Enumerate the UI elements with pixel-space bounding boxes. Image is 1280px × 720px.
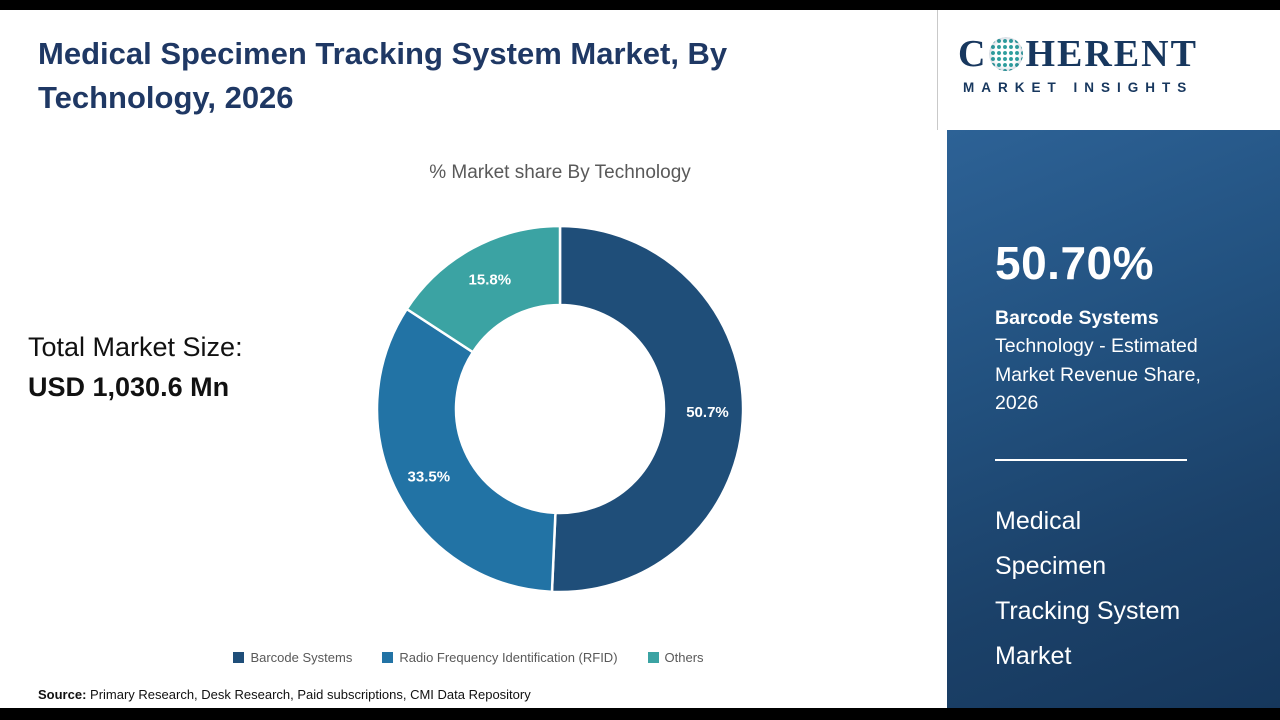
source-note: Source: Primary Research, Desk Research,… [38,687,531,702]
main-chart-area: Medical Specimen Tracking System Market,… [0,10,937,708]
legend-label: Radio Frequency Identification (RFID) [399,650,618,665]
legend-item: Radio Frequency Identification (RFID) [382,650,618,665]
donut-chart: 50.7% 33.5% 15.8% [375,224,745,594]
donut-segment [375,307,557,594]
highlight-description: Barcode Systems Technology - Estimated Ma… [995,304,1230,417]
brand-letter-c: C [958,33,988,75]
legend-swatch [233,652,245,663]
bottom-border [0,708,1280,720]
highlight-panel: 50.70% Barcode Systems Technology - Estim… [947,130,1280,708]
brand-wordmark: C HERENT [958,32,1280,76]
legend-item: Barcode Systems [233,650,352,665]
content-row: Medical Specimen Tracking System Market,… [0,10,1280,708]
source-label: Source: [38,687,87,702]
brand-tagline: MARKET INSIGHTS [963,80,1194,95]
top-border [0,0,1280,10]
total-market-size: Total Market Size: USD 1,030.6 Mn [28,332,243,403]
chart-legend: Barcode Systems Radio Frequency Identific… [0,650,937,665]
chart-block: % Market share By Technology 50.7% 33.5% 1… [345,162,775,594]
legend-swatch [382,652,394,663]
source-text: Primary Research, Desk Research, Paid su… [86,687,531,702]
legend-item: Others [647,650,704,665]
total-market-size-label: Total Market Size: [28,332,243,362]
brand-letters-rest: HERENT [1025,33,1198,75]
donut-segment [404,224,562,354]
legend-swatch [647,652,659,663]
slice-label: 33.5% [408,468,451,485]
slice-label: 50.7% [686,404,729,421]
total-market-size-value: USD 1,030.6 Mn [28,372,230,402]
chart-title: % Market share By Technology [429,162,691,183]
legend-label: Barcode Systems [250,650,353,665]
slice-label: 15.8% [469,271,512,288]
page-title: Medical Specimen Tracking System Market,… [38,36,728,116]
highlight-segment-name: Barcode Systems [995,307,1159,329]
brand-logo: C HERENT MARKET INSIGHTS [937,10,1280,130]
panel-divider [995,459,1187,462]
highlight-value: 50.70% [995,237,1155,289]
donut-segment [550,224,745,594]
right-sidebar: C HERENT MARKET INSIGHTS 50.70% Barcode S… [937,10,1280,708]
globe-icon [989,37,1024,71]
legend-label: Others [664,650,704,665]
report-title: Medical Specimen Tracking System Market [995,507,1181,671]
highlight-segment-desc: Technology - Estimated Market Revenue Sh… [995,335,1201,414]
